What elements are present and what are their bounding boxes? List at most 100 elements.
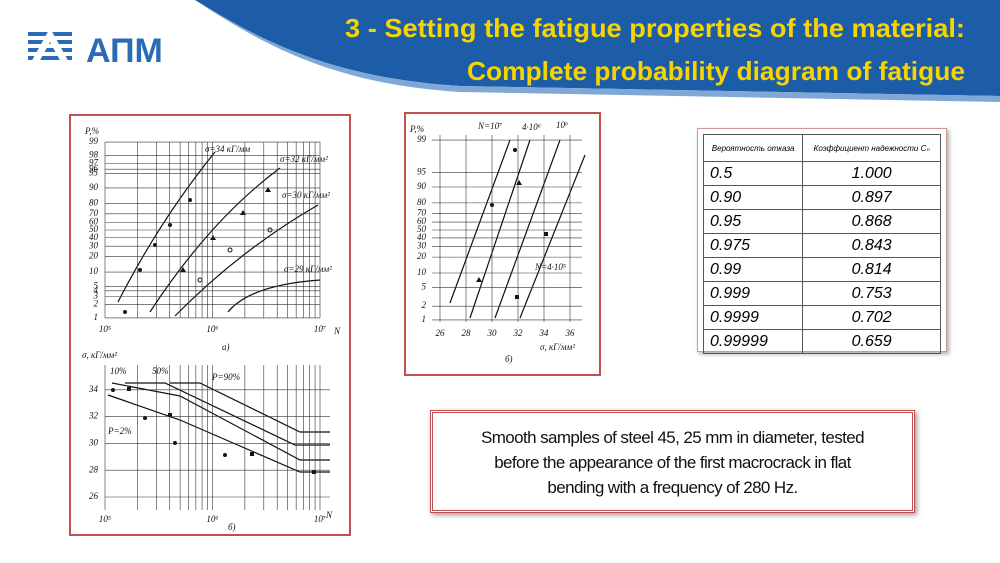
table-cell: 0.897 [802,185,941,210]
y-tick-label: 95 [89,168,99,178]
y-tick-label: 70 [417,207,427,217]
curve-label: σ=29 кГ/мм² [284,264,332,274]
y-tick-label: 40 [89,232,99,242]
table-cell: 0.975 [702,233,804,258]
x-tick-label: 32 [513,328,524,338]
table-row: 0.90 0.897 [702,185,941,210]
y-tick-label: 90 [417,181,427,191]
x-tick-label: 26 [436,328,446,338]
y-tick-label: 30 [88,437,99,447]
reliability-table: Вероятность отказа Коэффициент надежности… [697,128,947,354]
y-tick-label: 40 [417,232,427,242]
note-box: Smooth samples of steel 45, 25 mm in dia… [430,410,915,513]
table-row: 0.5 1.000 [702,161,941,186]
y-tick-label: 1 [422,314,427,324]
line-label: N=10⁷ [477,121,502,131]
y-tick-label: 70 [89,208,99,218]
x-tick-label: 10⁵ [99,514,111,524]
line-label: N=4·10⁵ [534,262,566,272]
table-cell: 0.868 [802,209,941,234]
axis-label: σ, кГ/мм² [540,342,575,352]
curve-label: P=90% [211,372,240,382]
y-tick-label: 80 [417,197,427,207]
y-tick-label: 30 [416,241,427,251]
y-tick-label: 30 [88,240,99,250]
table-row: 0.9999 0.702 [702,305,941,330]
y-tick-label: 50 [89,224,99,234]
logo-icon [28,28,72,64]
logo: АПМ [86,32,163,70]
caption: б) [228,522,236,532]
y-tick-label: 10 [89,266,99,276]
curve-label: P=2% [107,426,132,436]
caption: а) [222,342,230,352]
table-cell: 0.95 [702,209,804,234]
table-cell: 0.999 [702,281,804,306]
caption: б) [505,354,513,364]
table-cell: 0.814 [802,257,941,282]
y-tick-label: 28 [89,464,99,474]
table-row: 0.999 0.753 [702,281,941,306]
note-line: before the appearance of the first macro… [494,453,851,472]
x-tick-label: 10⁵ [99,324,111,334]
x-tick-label: 10⁷ [314,514,326,524]
table-row: 0.99 0.814 [702,257,941,282]
x-tick-label: 36 [565,328,576,338]
x-tick-label: 10⁶ [206,324,218,334]
curve-label: 10% [110,366,127,376]
y-tick-label: 80 [89,198,99,208]
table-cell: 0.659 [802,329,941,354]
table-cell: 0.702 [802,305,941,330]
axis-label: σ, кГ/мм² [82,350,117,360]
axis-label: N [333,326,341,336]
x-tick-label: 10⁷ [314,324,326,334]
note-line: bending with a frequency of 280 Hz. [547,478,798,497]
table-cell: 0.5 [702,161,804,186]
y-tick-label: 2 [94,299,99,309]
table-row: 0.95 0.868 [702,209,941,234]
y-tick-label: 90 [89,182,99,192]
y-tick-label: 60 [417,216,427,226]
y-tick-label: 20 [417,251,427,261]
y-tick-label: 50 [417,224,427,234]
y-tick-label: 99 [89,136,99,146]
line-label: 10⁶ [556,120,568,130]
table-cell: 0.9999 [702,305,804,330]
axis-label: N [325,510,333,520]
axis-label: P,% [84,126,99,136]
y-tick-label: 95 [417,166,427,176]
table-cell: 0.753 [802,281,941,306]
y-tick-label: 5 [422,282,427,292]
grid [104,135,582,510]
y-tick-label: 4 [94,285,99,295]
header-band [195,0,1000,96]
table-header-row: Вероятность отказа Коэффициент надежности… [702,134,941,162]
note-line: Smooth samples of steel 45, 25 mm in dia… [480,428,865,447]
y-tick-label: 34 [88,384,99,394]
y-tick-label: 98 [89,150,99,160]
y-tick-label: 96 [89,163,99,173]
table-cell: 0.99999 [702,329,804,354]
y-tick-label: 10 [417,267,427,277]
line-label: 4·10⁶ [522,122,541,132]
header-cell: Вероятность отказа [702,134,804,162]
x-tick-label: 28 [462,328,472,338]
y-tick-label: 99 [417,134,427,144]
y-tick-label: 26 [89,491,99,501]
table-cell: 0.99 [702,257,804,282]
table-cell: 0.90 [702,185,804,210]
y-tick-label: 97 [89,158,99,168]
header-cell: Коэффициент надежности Cₙ [802,134,941,162]
curve-label: σ=34 кГ/мм [205,144,250,154]
figure-panel [404,112,601,376]
table-cell: 1.000 [802,161,941,186]
table-cell: 0.843 [802,233,941,258]
curve-label: σ=32 кГ/мм² [280,154,328,164]
y-tick-label: 5 [94,280,99,290]
y-tick-label: 32 [88,411,99,421]
x-tick-label: 34 [539,328,550,338]
axis-label: P,% [409,124,424,134]
